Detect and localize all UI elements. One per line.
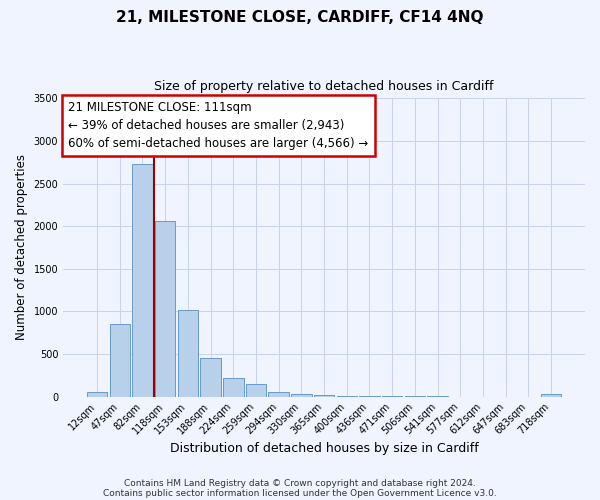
Bar — [223, 378, 244, 396]
Bar — [200, 358, 221, 397]
Bar — [155, 221, 175, 396]
Bar — [291, 394, 311, 396]
Bar — [132, 164, 153, 396]
Text: Contains HM Land Registry data © Crown copyright and database right 2024.: Contains HM Land Registry data © Crown c… — [124, 478, 476, 488]
X-axis label: Distribution of detached houses by size in Cardiff: Distribution of detached houses by size … — [170, 442, 478, 455]
Text: 21, MILESTONE CLOSE, CARDIFF, CF14 4NQ: 21, MILESTONE CLOSE, CARDIFF, CF14 4NQ — [116, 10, 484, 25]
Bar — [268, 392, 289, 396]
Title: Size of property relative to detached houses in Cardiff: Size of property relative to detached ho… — [154, 80, 494, 93]
Bar — [246, 384, 266, 396]
Bar — [314, 395, 334, 396]
Bar — [541, 394, 561, 396]
Text: Contains public sector information licensed under the Open Government Licence v3: Contains public sector information licen… — [103, 488, 497, 498]
Y-axis label: Number of detached properties: Number of detached properties — [15, 154, 28, 340]
Text: 21 MILESTONE CLOSE: 111sqm
← 39% of detached houses are smaller (2,943)
60% of s: 21 MILESTONE CLOSE: 111sqm ← 39% of deta… — [68, 102, 368, 150]
Bar — [110, 324, 130, 396]
Bar — [87, 392, 107, 396]
Bar — [178, 310, 198, 396]
